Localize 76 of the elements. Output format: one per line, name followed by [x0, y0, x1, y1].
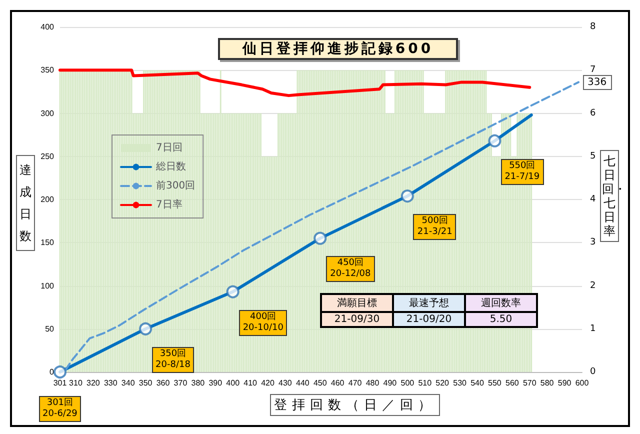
x-tick-label: 520 [436, 378, 450, 388]
point [400, 190, 414, 203]
y2-tick-label: 8 [590, 22, 596, 32]
y-tick-label: 400 [40, 22, 55, 32]
x-tick-label: 420 [261, 378, 275, 388]
point [139, 322, 152, 336]
y-tick-label: 200 [40, 195, 55, 204]
y2-tick-label: 6 [590, 108, 596, 118]
x-tick-label: 390 [208, 378, 223, 388]
x-tick-label: 570 [522, 378, 537, 388]
point [314, 232, 327, 245]
x-tick-label: 490 [383, 378, 398, 388]
y-tick-label: 250 [40, 152, 55, 161]
annotation: 5.50 [465, 312, 537, 327]
annotation: 最速予想 [393, 294, 465, 312]
legend-label: 7日率 [156, 198, 182, 210]
x-tick-label: 440 [296, 378, 310, 388]
x-tick-label: 590 [558, 378, 572, 388]
x-tick-label: 410 [244, 378, 258, 388]
y2-tick-label: 0 [590, 367, 596, 377]
x-tick-label: 500 [400, 378, 415, 388]
x-tick-label: 600 [575, 378, 590, 388]
point [488, 134, 502, 148]
y2-tick-label: 2 [590, 280, 596, 291]
y-tick-label: 350 [40, 66, 55, 75]
legend-label: 前300回 [156, 180, 196, 192]
x-tick-label: 301 [53, 378, 68, 388]
annotation: 500回 21-3/21 [413, 214, 456, 240]
x-axis-title: 登拝回数（日／回） [270, 394, 440, 416]
y2-tick-label: 3 [590, 238, 596, 248]
y-tick-label: 0 [50, 368, 55, 376]
x-tick-label: 450 [313, 378, 328, 388]
x-tick-label: 320 [86, 378, 100, 388]
annotation: 336 [582, 74, 612, 90]
y-tick-label: 100 [40, 281, 55, 290]
x-tick-label: 430 [278, 378, 292, 388]
y2-axis-title: 七日回・七日率 [601, 153, 626, 240]
y-axis-title: 達成日数 [16, 155, 35, 251]
y2-tick-label: 1 [590, 324, 596, 334]
annotation: 301回 20-6/29 [38, 396, 82, 422]
x-tick-label: 510 [418, 378, 432, 388]
x-tick-label: 360 [156, 378, 170, 388]
x-tick-label: 370 [174, 378, 188, 388]
annotation: 21-09/20 [393, 312, 465, 327]
annotation: 週回数率 [465, 294, 537, 312]
x-tick-label: 470 [348, 378, 362, 388]
x-tick-label: 350 [138, 378, 153, 388]
legend-label: 7日回 [156, 142, 182, 154]
y2-tick-label: 5 [590, 151, 596, 162]
x-tick-label: 530 [453, 378, 468, 388]
x-tick-label: 460 [330, 378, 345, 388]
x-tick-label: 550 [488, 378, 502, 388]
annotation: 21-09/30 [321, 312, 393, 327]
annotation: 550回 21-7/19 [500, 158, 544, 185]
y-tick-label: 50 [45, 324, 55, 334]
x-tick-label: 310 [69, 378, 83, 388]
y-tick-label: 300 [40, 108, 55, 118]
annotation: 400回 20-10/10 [238, 310, 288, 336]
x-tick-label: 540 [470, 378, 484, 388]
y2-tick-label: 4 [590, 194, 596, 204]
x-tick-label: 480 [366, 378, 380, 388]
x-tick-label: 560 [505, 378, 520, 388]
y-tick-label: 150 [40, 238, 55, 248]
annotation: 350回 20-8/18 [152, 346, 194, 373]
x-tick-label: 580 [540, 378, 554, 388]
y2-tick-label: 7 [590, 65, 596, 76]
x-tick-label: 340 [121, 378, 136, 388]
annotation: 450回 20-12/08 [326, 256, 375, 282]
point [226, 285, 240, 298]
x-tick-label: 380 [191, 378, 206, 388]
line-series [58, 68, 532, 98]
point [54, 366, 66, 378]
x-tick-label: 330 [104, 378, 118, 388]
annotation: 満願目標 [321, 294, 393, 312]
legend-label: 総日数 [155, 160, 186, 172]
x-tick-label: 400 [226, 378, 240, 388]
